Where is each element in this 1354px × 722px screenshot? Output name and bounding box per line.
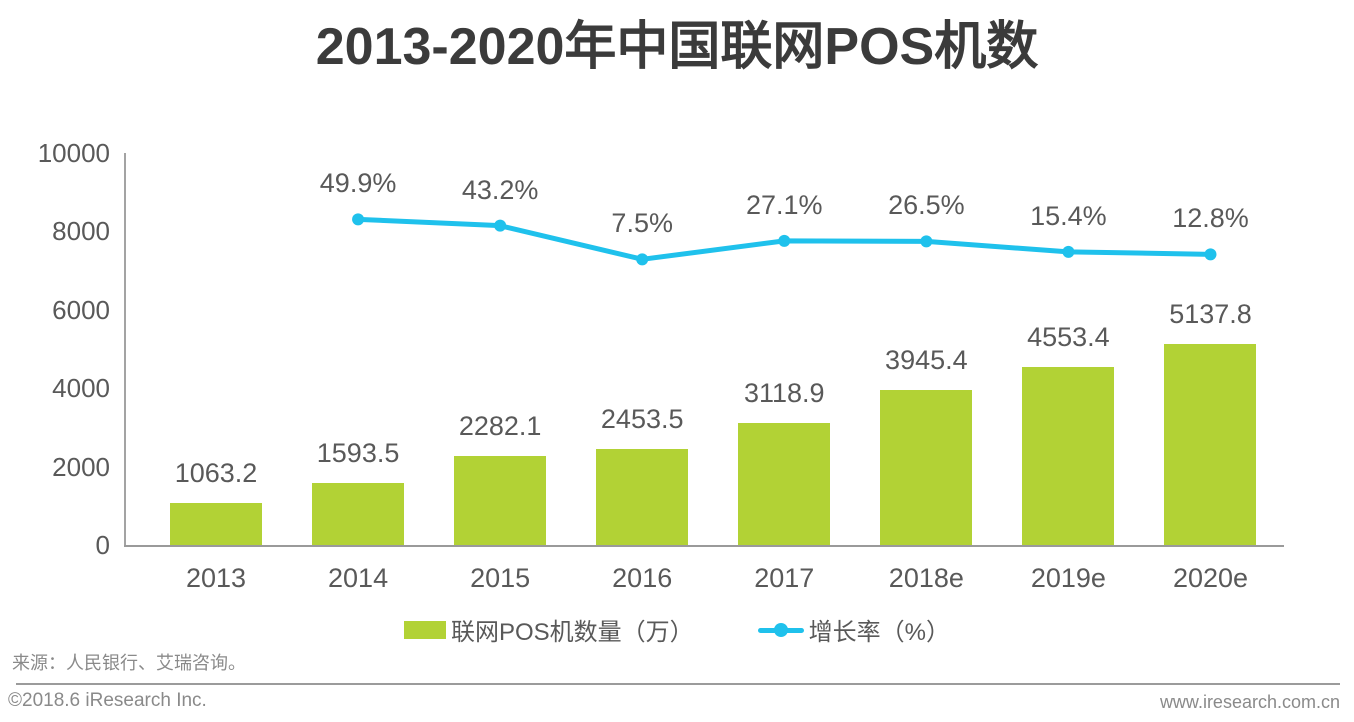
bar-value-label-2019e: 4553.4 (1027, 321, 1110, 352)
line-marker-icon (757, 621, 804, 639)
x-tick-label-2016: 2016 (612, 563, 673, 593)
footer-divider (16, 683, 1340, 685)
growth-point-2019e (1062, 245, 1075, 258)
bar-2017 (738, 422, 831, 545)
bar-value-label-2018e: 3945.4 (885, 345, 968, 376)
growth-point-2020e (1204, 248, 1217, 261)
growth-label-2020e: 12.8% (1172, 203, 1249, 234)
footer-copyright: ©2018.6 iResearch Inc. (8, 690, 207, 711)
x-tick-label-2013: 2013 (185, 563, 247, 593)
bar-2020e (1164, 343, 1257, 545)
growth-point-2015 (494, 219, 507, 232)
growth-label-2018e: 26.5% (888, 190, 965, 221)
bar-2013 (170, 503, 262, 545)
bar-2015 (454, 455, 547, 545)
y-axis-line (124, 153, 126, 547)
y-tick-label: 4000 (52, 373, 110, 404)
legend-item-growth-rate: 增长率（%） (757, 612, 951, 647)
legend-item-pos-count: 联网POS机数量（万） (403, 612, 694, 647)
growth-point-2017 (778, 234, 791, 247)
x-tick-label-2014: 2014 (328, 563, 389, 593)
bar-2019e (1022, 366, 1115, 545)
y-tick-label: 2000 (52, 451, 110, 482)
bar-value-label-2016: 2453.5 (600, 403, 684, 434)
growth-point-2016 (636, 253, 649, 266)
growth-label-2017: 27.1% (745, 189, 823, 220)
bar-value-label-2013: 1063.2 (174, 458, 258, 489)
y-tick-label: 0 (95, 530, 110, 560)
y-tick-label: 6000 (52, 294, 110, 325)
x-tick-label-2018e: 2018e (888, 563, 964, 593)
legend-label-growth-rate: 增长率（%） (808, 619, 951, 646)
growth-point-2018e (920, 235, 933, 248)
legend: 联网POS机数量（万） 增长率（%） (0, 612, 1354, 647)
bar-value-label-2014: 1593.5 (316, 437, 400, 468)
bar-value-label-2020e: 5137.8 (1169, 298, 1252, 329)
growth-point-2014 (352, 213, 365, 226)
bar-swatch-icon (403, 620, 446, 639)
legend-label-pos-count: 联网POS机数量（万） (450, 619, 694, 646)
bar-2016 (596, 448, 689, 545)
growth-label-2014: 49.9% (319, 168, 397, 199)
x-tick-label-2020e: 2020e (1172, 563, 1249, 593)
x-tick-label-2017: 2017 (754, 563, 815, 593)
growth-label-2019e: 15.4% (1030, 200, 1107, 231)
bar-2018e (880, 390, 973, 545)
bar-2014 (312, 482, 405, 545)
x-tick-label-2015: 2015 (470, 563, 531, 593)
bar-value-label-2015: 2282.1 (458, 410, 542, 441)
bar-value-label-2017: 3118.9 (743, 377, 825, 408)
x-tick-label-2019e: 2019e (1030, 563, 1106, 593)
growth-label-2015: 43.2% (461, 174, 539, 205)
growth-label-2016: 7.5% (611, 208, 673, 239)
footer-website: www.iresearch.com.cn (1159, 692, 1340, 712)
x-axis-line (124, 545, 1284, 547)
y-tick-label: 10000 (37, 138, 110, 168)
source-note: 来源：人民银行、艾瑞咨询。 (12, 653, 246, 673)
chart-title: 2013-2020年中国联网POS机数 (315, 18, 1039, 76)
y-tick-label: 8000 (52, 216, 110, 247)
